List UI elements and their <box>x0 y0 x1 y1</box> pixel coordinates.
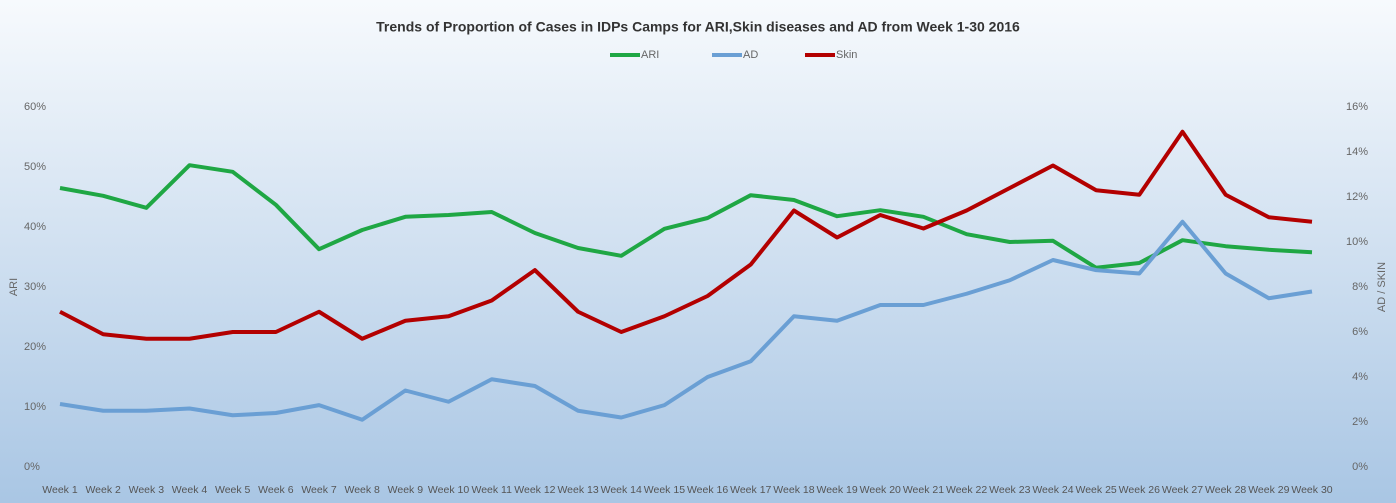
y2-tick-label: 2% <box>1352 416 1368 428</box>
y-tick-label: 10% <box>24 401 46 413</box>
y-tick-label: 20% <box>24 341 46 353</box>
y2-tick-label: 0% <box>1352 461 1368 473</box>
y2-tick-label: 4% <box>1352 371 1368 383</box>
y2-tick-label: 16% <box>1346 101 1368 113</box>
x-tick-label: Week 2 <box>85 484 121 496</box>
x-tick-label: Week 8 <box>344 484 380 496</box>
x-tick-label: Week 28 <box>1205 484 1246 496</box>
x-tick-label: Week 21 <box>903 484 944 496</box>
x-tick-label: Week 19 <box>816 484 857 496</box>
x-tick-label: Week 11 <box>471 484 512 496</box>
y2-axis-title: AD / SKIN <box>1376 262 1388 312</box>
x-tick-label: Week 27 <box>1162 484 1203 496</box>
x-tick-label: Week 6 <box>258 484 294 496</box>
x-tick-label: Week 16 <box>687 484 728 496</box>
legend-label: AD <box>743 49 758 61</box>
x-tick-label: Week 7 <box>301 484 337 496</box>
x-tick-label: Week 3 <box>129 484 165 496</box>
x-tick-label: Week 15 <box>644 484 685 496</box>
x-tick-label: Week 1 <box>42 484 78 496</box>
x-tick-label: Week 29 <box>1248 484 1289 496</box>
y-tick-label: 50% <box>24 161 46 173</box>
x-tick-label: Week 18 <box>773 484 814 496</box>
line-ad <box>59 219 1313 422</box>
legend-label: ARI <box>641 49 659 61</box>
y2-tick-label: 12% <box>1346 191 1368 203</box>
y2-tick-label: 6% <box>1352 326 1368 338</box>
x-tick-label: Week 9 <box>388 484 424 496</box>
y-axis-title: ARI <box>8 278 20 296</box>
x-tick-label: Week 17 <box>730 484 771 496</box>
x-tick-label: Week 4 <box>172 484 208 496</box>
y2-tick-label: 8% <box>1352 281 1368 293</box>
x-tick-label: Week 26 <box>1119 484 1160 496</box>
y-tick-label: 40% <box>24 221 46 233</box>
y2-tick-label: 10% <box>1346 236 1368 248</box>
y-tick-label: 60% <box>24 101 46 113</box>
legend-label: Skin <box>836 49 857 61</box>
x-tick-label: Week 24 <box>1032 484 1073 496</box>
x-tick-label: Week 22 <box>946 484 987 496</box>
x-tick-label: Week 23 <box>989 484 1030 496</box>
x-tick-label: Week 20 <box>860 484 901 496</box>
x-tick-label: Week 30 <box>1291 484 1332 496</box>
x-tick-label: Week 13 <box>557 484 598 496</box>
x-tick-label: Week 12 <box>514 484 555 496</box>
y-tick-label: 30% <box>24 281 46 293</box>
x-tick-label: Week 10 <box>428 484 469 496</box>
line-ari <box>59 163 1313 270</box>
y2-tick-label: 14% <box>1346 146 1368 158</box>
line-skin <box>59 129 1313 341</box>
chart-title: Trends of Proportion of Cases in IDPs Ca… <box>376 19 1020 35</box>
x-tick-label: Week 25 <box>1076 484 1117 496</box>
y-tick-label: 0% <box>24 461 40 473</box>
x-tick-label: Week 14 <box>601 484 642 496</box>
x-tick-label: Week 5 <box>215 484 251 496</box>
